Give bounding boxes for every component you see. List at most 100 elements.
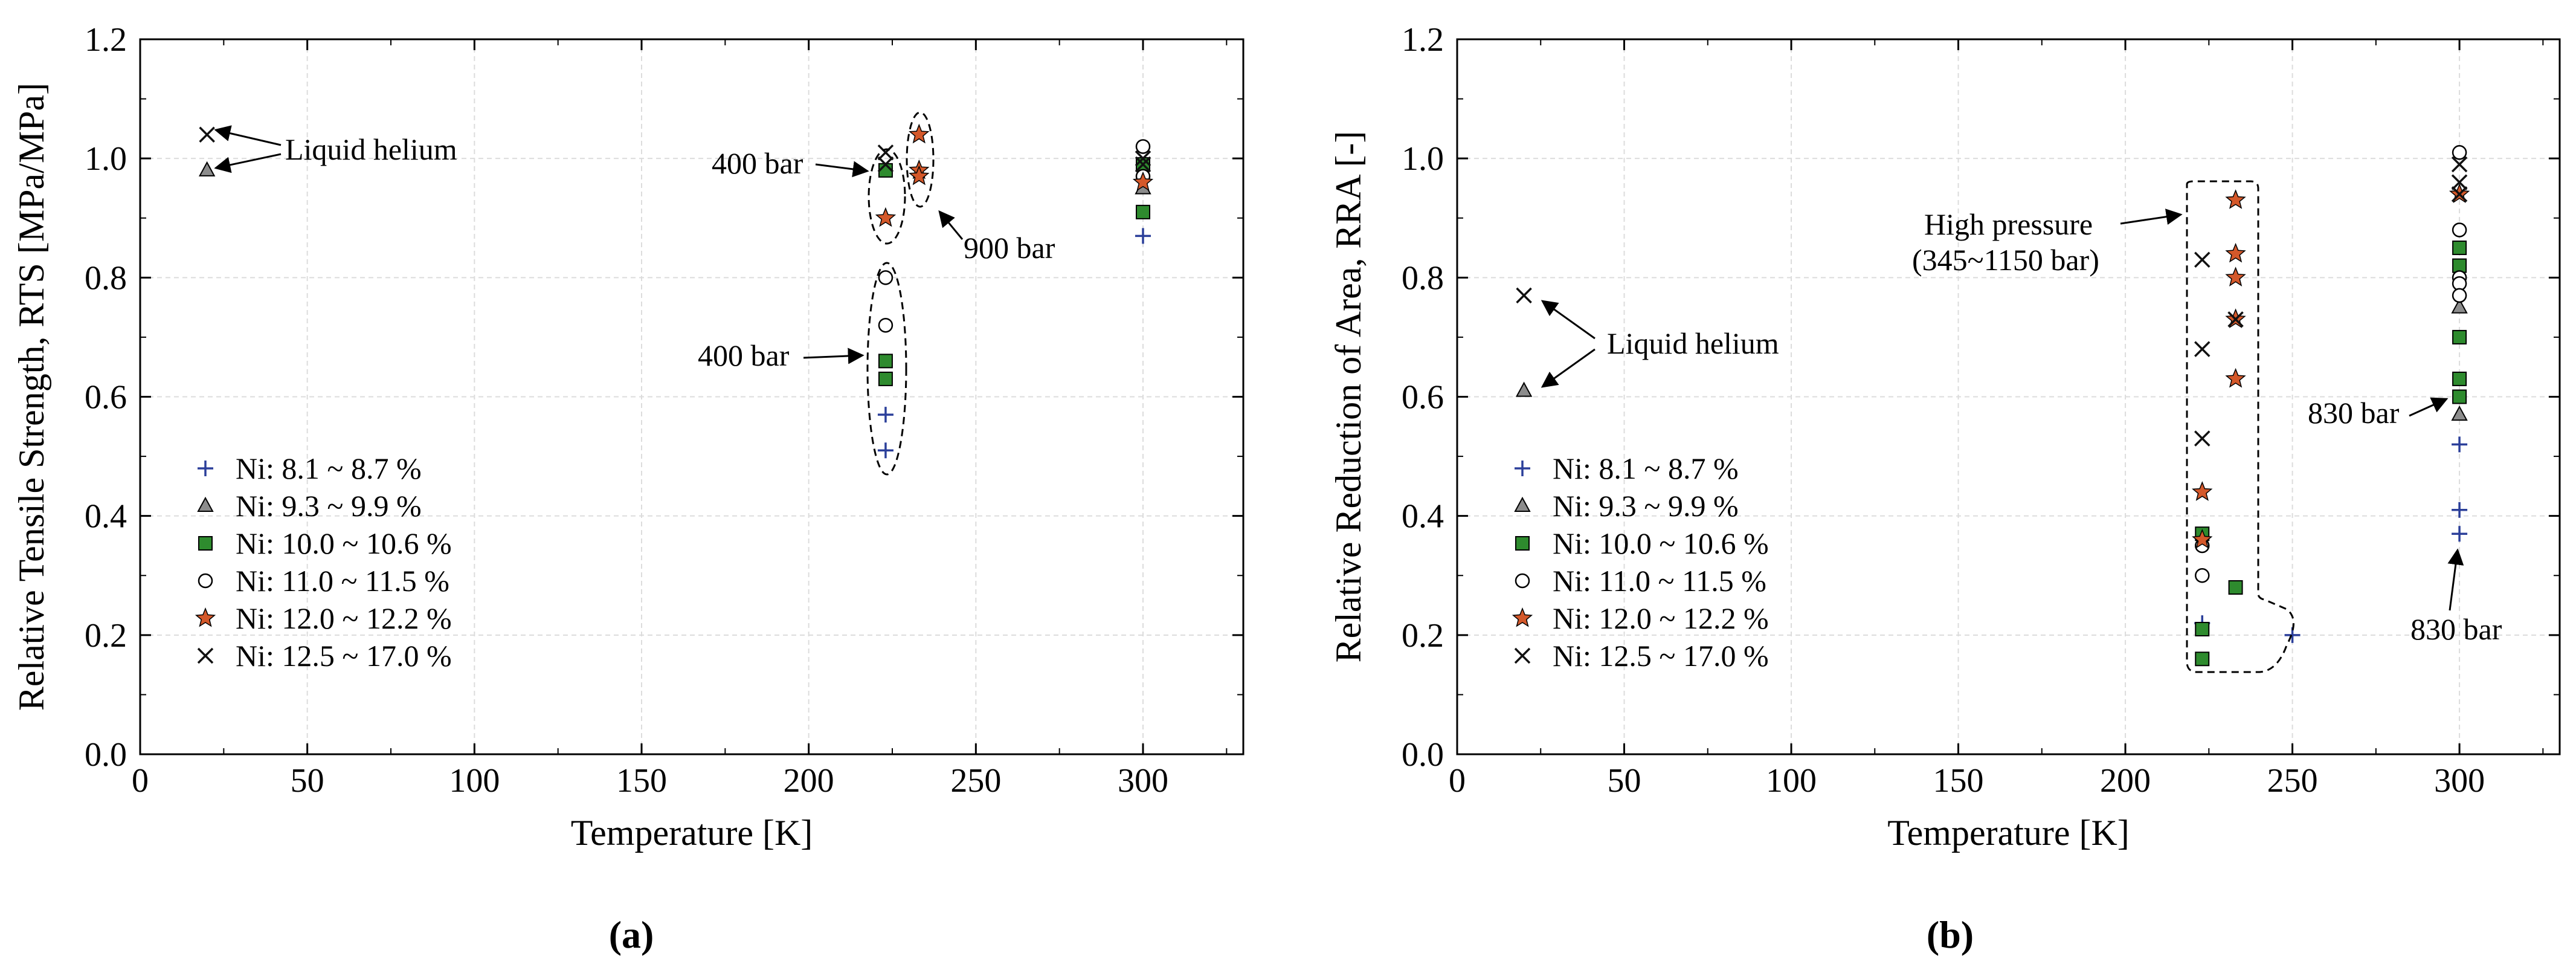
annotation-900-bar-a: 900 bar	[964, 231, 1055, 265]
data-point-cross	[2451, 174, 2468, 190]
data-point-star	[2192, 481, 2213, 501]
x-tick-label: 200	[2100, 762, 2151, 800]
x-tick-label: 250	[2267, 762, 2318, 800]
data-point-star	[1132, 171, 1154, 192]
data-point-square	[878, 354, 893, 369]
data-point-cross	[2194, 341, 2211, 357]
arrow-400-bar-upper-a	[815, 161, 869, 178]
y-tick-label: 0.0	[85, 736, 127, 774]
legend-label: Ni: 10.0 ~ 10.6 %	[1553, 526, 1769, 560]
panel-b-label: (b)	[1927, 913, 1974, 956]
legend: Ni: 8.1 ~ 8.7 % Ni: 9.3 ~ 9.9 %Ni: 10.0 ~…	[195, 451, 452, 673]
data-point-circle	[2195, 568, 2210, 583]
legend-marker-triangle	[1514, 496, 1531, 512]
legend-label: Ni: 8.1 ~ 8.7 %	[236, 451, 422, 485]
y-tick-label: 1.2	[85, 21, 127, 59]
y-tick-label: 0.4	[1402, 498, 1444, 535]
data-point-cross	[2194, 430, 2211, 447]
data-point-star	[2225, 267, 2246, 286]
arrow-liquid-helium-b-2	[1541, 348, 1596, 388]
legend-label: Ni: 11.0 ~ 11.5 %	[1553, 564, 1766, 598]
data-point-triangle	[198, 161, 216, 176]
data-point-triangle	[2451, 298, 2468, 314]
data-point-square	[2195, 652, 2210, 667]
arrow-900-bar-a	[938, 210, 964, 240]
panel-a-annotations: Liquid helium 400 bar 900 bar 400 bar	[214, 111, 1055, 476]
ellipse-900-bar-a	[906, 111, 935, 208]
legend-marker-plus	[198, 461, 213, 476]
y-tick-label: 0.0	[1402, 736, 1444, 774]
data-point-square	[2452, 371, 2467, 386]
legend-label: Ni: 11.0 ~ 11.5 %	[236, 564, 449, 598]
legend-marker-plus	[1515, 461, 1530, 476]
legend-marker-cross	[197, 647, 214, 664]
panel-a-label: (a)	[609, 913, 654, 956]
legend-label: Ni: 9.3 ~ 9.9 %	[236, 489, 422, 523]
data-point-cross	[2451, 186, 2468, 202]
data-point-cross	[877, 144, 894, 161]
y-tick-label: 0.6	[1402, 379, 1444, 416]
y-tick-label: 0.4	[85, 498, 127, 535]
annotation-liquid-helium-a: Liquid helium	[285, 132, 457, 166]
x-axis-title: Temperature [K]	[571, 813, 813, 853]
data-point-cross	[2227, 311, 2244, 328]
data-point-star	[2225, 189, 2246, 209]
data-point-star	[2192, 529, 2213, 549]
annotation-400-bar-upper-a: 400 bar	[712, 146, 803, 180]
data-point-star	[909, 165, 930, 186]
data-point-star	[2225, 367, 2246, 388]
y-axis-title: Relative Tensile Strength, RTS [MPa/MPa]	[11, 83, 51, 711]
legend-marker-triangle	[197, 496, 214, 512]
legend-label: Ni: 8.1 ~ 8.7 %	[1553, 451, 1739, 485]
x-tick-label: 50	[291, 762, 324, 800]
y-tick-label: 0.8	[1402, 259, 1444, 297]
data-point-plus	[1135, 228, 1151, 244]
y-tick-label: 1.2	[1402, 21, 1444, 59]
legend-marker-star	[195, 607, 216, 627]
chart-panel-a: 0 50 100 150 200 250 300 0.0 0.2 0.4 0.6 0.8 1.0 1.2 T…	[11, 21, 1245, 853]
x-tick-label: 50	[1608, 762, 1641, 800]
data-point-triangle	[1515, 381, 1533, 397]
data-point-circle	[2452, 145, 2467, 160]
data-point-circle	[878, 317, 894, 333]
legend-marker-cross	[1514, 647, 1531, 664]
x-axis-title: Temperature [K]	[1887, 813, 2130, 853]
legend-label: Ni: 10.0 ~ 10.6 %	[236, 526, 452, 560]
ellipse-400-bar-upper-a	[868, 148, 906, 245]
data-point-square	[2228, 580, 2243, 595]
x-tick-label: 150	[616, 762, 667, 800]
y-axis-title: Relative Reduction of Area, RRA [-]	[1328, 131, 1368, 663]
data-point-cross	[877, 156, 894, 173]
y-tick-label: 0.6	[85, 379, 127, 416]
data-point-plus	[877, 442, 894, 459]
arrow-liquid-helium-a-1	[214, 125, 282, 146]
data-point-cross	[1516, 287, 1532, 304]
legend-marker-square	[198, 536, 213, 551]
data-point-star	[875, 207, 897, 227]
chart-panel-b: 0 50 100 150 200 250 300 0.0 0.2 0.4 0.6 0.8 1.0 1.2 T…	[1328, 21, 2561, 853]
data-point-square	[2195, 621, 2210, 636]
data-point-circle	[1135, 139, 1151, 154]
x-tick-label: 100	[1766, 762, 1817, 800]
x-tick-label: 300	[2434, 762, 2485, 800]
annotation-830-bar-lower: 830 bar	[2410, 612, 2502, 646]
x-tick-label: 250	[950, 762, 1001, 800]
legend-marker-circle	[1515, 573, 1530, 589]
legend-label: Ni: 12.0 ~ 12.2 %	[236, 601, 452, 635]
y-tick-label: 1.0	[1402, 140, 1444, 178]
arrow-400-bar-lower-a	[803, 348, 865, 364]
arrow-liquid-helium-a-2	[214, 153, 282, 173]
legend-marker-circle	[198, 573, 213, 589]
annotation-pressure-range: (345~1150 bar)	[1912, 243, 2099, 277]
legend-label: Ni: 12.5 ~ 17.0 %	[236, 639, 452, 673]
data-point-cross	[199, 126, 215, 143]
data-point-plus	[2452, 502, 2468, 518]
ellipse-400-bar-lower-a	[866, 262, 907, 476]
legend-marker-star	[1512, 607, 1533, 627]
legend: Ni: 8.1 ~ 8.7 % Ni: 9.3 ~ 9.9 %Ni: 10.0 ~…	[1512, 451, 1769, 673]
arrow-830-bar-lower	[2447, 548, 2464, 611]
data-point-star	[2225, 242, 2246, 263]
arrow-liquid-helium-b-1	[1541, 300, 1596, 340]
legend-label: Ni: 12.0 ~ 12.2 %	[1553, 601, 1769, 635]
